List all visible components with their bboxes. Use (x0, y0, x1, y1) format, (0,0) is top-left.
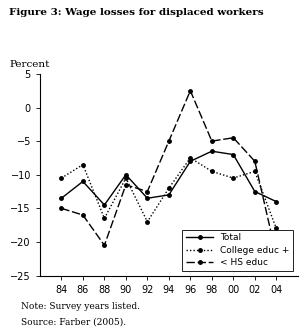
College educ + (124, 176, 128, 180)
Total (81, 179, 85, 183)
College educ + (60, 176, 63, 180)
Total (60, 196, 63, 200)
College educ + (167, 186, 171, 190)
College educ + (210, 169, 214, 173)
< HS educ (124, 183, 128, 187)
Text: Source: Farber (2005).: Source: Farber (2005). (21, 318, 126, 327)
College educ + (81, 163, 85, 167)
Total (231, 153, 235, 157)
< HS educ (253, 159, 257, 163)
Text: Note: Survey years listed.: Note: Survey years listed. (21, 302, 141, 311)
College educ + (146, 220, 149, 224)
< HS educ (146, 190, 149, 194)
Line: Total: Total (60, 150, 278, 207)
College educ + (188, 156, 192, 160)
Total (124, 173, 128, 177)
College educ + (274, 226, 278, 230)
Total (188, 159, 192, 163)
Legend: Total, College educ +, < HS educ: Total, College educ +, < HS educ (182, 229, 293, 271)
< HS educ (81, 213, 85, 217)
< HS educ (210, 139, 214, 143)
Total (103, 203, 106, 207)
Total (210, 149, 214, 153)
College educ + (253, 169, 257, 173)
Line: College educ +: College educ + (60, 156, 278, 230)
< HS educ (274, 253, 278, 257)
Text: Percent: Percent (9, 60, 50, 69)
College educ + (231, 176, 235, 180)
College educ + (103, 216, 106, 220)
< HS educ (103, 243, 106, 247)
< HS educ (60, 206, 63, 210)
Text: Figure 3: Wage losses for displaced workers: Figure 3: Wage losses for displaced work… (9, 8, 264, 17)
< HS educ (231, 136, 235, 140)
< HS educ (188, 89, 192, 93)
Total (253, 190, 257, 194)
Line: < HS educ: < HS educ (60, 89, 278, 257)
Total (146, 196, 149, 200)
< HS educ (167, 139, 171, 143)
Total (274, 200, 278, 204)
Total (167, 193, 171, 197)
